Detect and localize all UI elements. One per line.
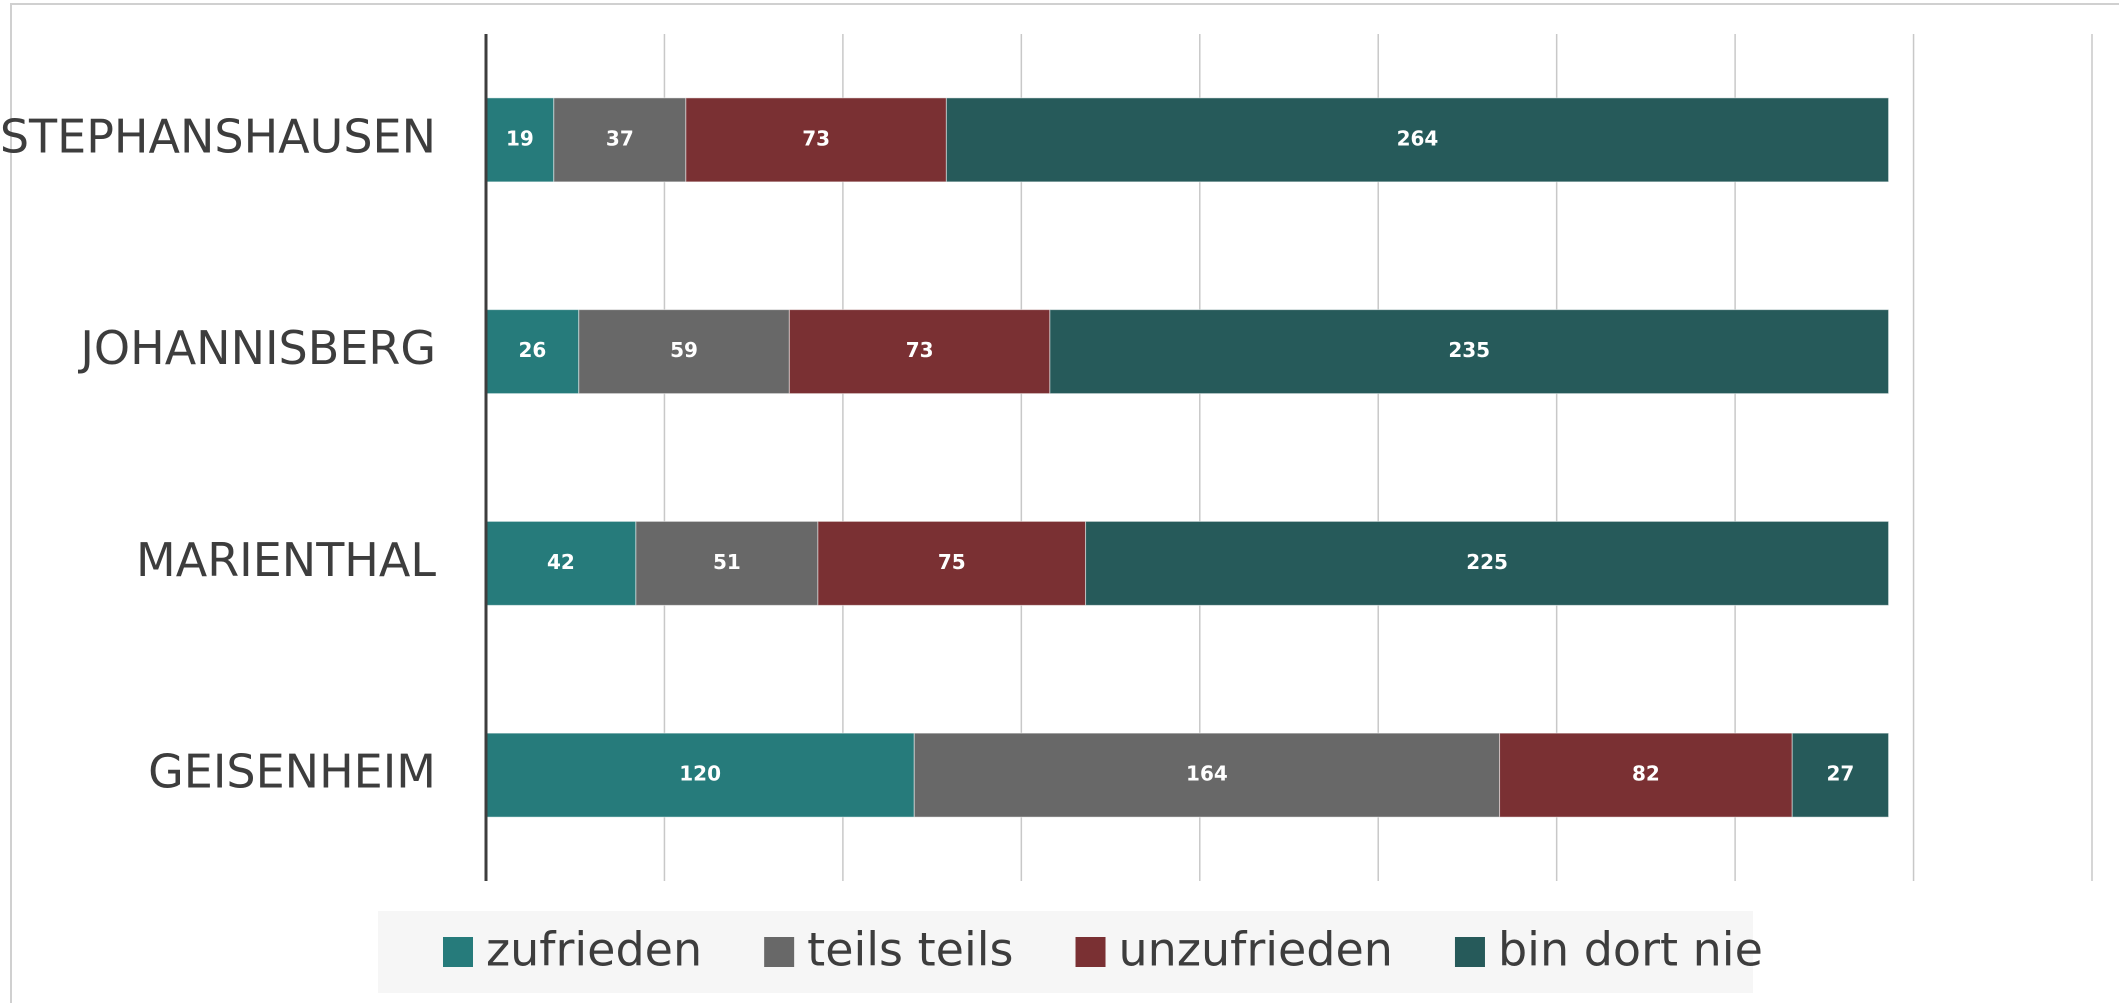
data-label: 73 <box>906 338 934 362</box>
bar-segment <box>913 732 1501 818</box>
y-tick-label: MARIENTHAL <box>136 533 436 587</box>
bar-segment <box>553 97 687 183</box>
data-label: 27 <box>1826 762 1854 786</box>
data-label: 73 <box>802 126 830 150</box>
legend-box <box>378 911 1753 993</box>
legend-swatch <box>764 937 795 967</box>
data-label: 59 <box>670 338 698 362</box>
legend-label: bin dort nie <box>1498 923 1763 977</box>
data-label: 19 <box>506 126 534 150</box>
data-label: 82 <box>1632 762 1660 786</box>
bar-segment <box>788 309 1051 395</box>
bar-segment <box>817 520 1087 606</box>
bar-segment <box>578 309 790 395</box>
bar-segment <box>945 97 1890 183</box>
y-tick-label: STEPHANSHAUSEN <box>0 109 436 163</box>
bar-segment <box>485 732 915 818</box>
bar-segment <box>1499 732 1793 818</box>
y-tick-label: GEISENHEIM <box>148 745 436 799</box>
legend-swatch <box>1454 937 1485 967</box>
bar-segment <box>635 520 819 606</box>
data-label: 164 <box>1186 762 1228 786</box>
bar-segment <box>485 520 637 606</box>
data-label: 26 <box>518 338 546 362</box>
legend-label: teils teils <box>807 923 1013 977</box>
legend-swatch <box>443 937 473 967</box>
bar-segment <box>685 97 947 183</box>
bar-segment <box>1049 309 1890 395</box>
data-label: 120 <box>679 762 721 786</box>
data-label: 264 <box>1397 126 1439 150</box>
data-label: 51 <box>713 550 741 574</box>
data-label: 42 <box>547 550 575 574</box>
legend-label: zufrieden <box>486 923 702 977</box>
legend-label: unzufrieden <box>1119 923 1393 977</box>
bar-segment <box>485 97 555 183</box>
bar-segment <box>1085 520 1890 606</box>
data-label: 235 <box>1448 338 1490 362</box>
data-label: 37 <box>606 126 634 150</box>
data-label: 75 <box>938 550 966 574</box>
bar-segment <box>1791 732 1890 818</box>
data-label: 225 <box>1466 550 1508 574</box>
y-tick-label: JOHANNISBERG <box>77 321 436 375</box>
legend-swatch <box>1075 937 1106 967</box>
